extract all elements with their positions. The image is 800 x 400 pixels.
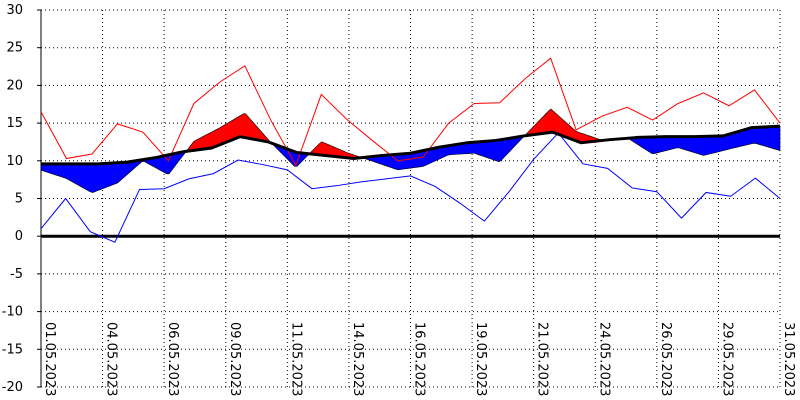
above-normal-area [186,113,273,152]
below-normal-area [629,125,781,156]
grid-layer [37,9,781,388]
x-tick-label: 09.05.2023 [227,322,242,396]
x-tick-label: 24.05.2023 [596,322,611,396]
fill-layer [40,108,781,193]
y-tick-label: 15 [6,116,23,131]
x-tick-label: 29.05.2023 [719,322,734,396]
x-tick-label: 11.05.2023 [288,322,303,396]
y-tick-label: -10 [2,305,23,320]
x-tick-label: 06.05.2023 [165,322,180,396]
x-tick-label: 19.05.2023 [473,322,488,396]
y-tick-label: 30 [6,3,23,18]
y-tick-label: 10 [6,154,23,169]
x-tick-label: 14.05.2023 [350,322,365,396]
min-temperature-line [40,132,781,243]
x-tick-label: 21.05.2023 [535,322,550,396]
x-tick-label: 31.05.2023 [781,322,796,396]
y-tick-label: 25 [6,41,23,56]
above-normal-area [525,108,630,143]
tick-label-layer: 30 25 20 15 10 5 0 -5 -10 -15 -20 01.05.2023 04.05.2… [2,3,796,396]
x-tick-label: 01.05.2023 [42,322,57,396]
y-tick-label: 5 [15,192,23,207]
y-tick-label: 0 [15,229,23,244]
x-tick-label: 26.05.2023 [658,322,673,396]
y-tick-label: -5 [10,267,23,282]
normal-temperature-line [41,124,781,166]
y-tick-label: 20 [6,78,23,93]
x-tick-label: 16.05.2023 [412,322,427,396]
x-tick-label: 04.05.2023 [104,322,119,396]
y-tick-label: -20 [2,380,23,395]
y-tick-label: -15 [2,342,23,357]
series-layer [40,57,781,243]
